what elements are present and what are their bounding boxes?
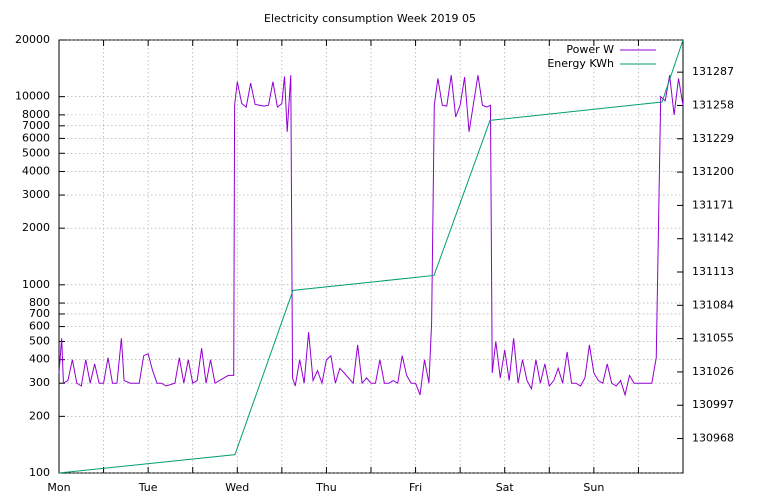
y2-tick-label: 131171 (692, 198, 734, 211)
y-tick-label: 700 (29, 307, 50, 320)
y2-tick-label: 130968 (692, 432, 734, 445)
x-tick-label: Sat (496, 481, 515, 494)
y2-tick-label: 131142 (692, 232, 734, 245)
legend-label: Energy KWh (547, 57, 614, 70)
y2-tick-label: 131026 (692, 365, 734, 378)
x-tick-label: Wed (225, 481, 249, 494)
y2-tick-label: 131229 (692, 132, 734, 145)
x-tick-label: Sun (583, 481, 604, 494)
y2-tick-label: 130997 (692, 398, 734, 411)
y2-tick-label: 131287 (692, 65, 734, 78)
y-tick-label: 6000 (22, 131, 50, 144)
y-tick-label: 800 (29, 296, 50, 309)
y-tick-label: 1000 (22, 278, 50, 291)
y-tick-label: 2000 (22, 221, 50, 234)
y2-tick-label: 131055 (692, 332, 734, 345)
series-line (58, 75, 684, 397)
y-tick-label: 7000 (22, 119, 50, 132)
y-tick-label: 200 (29, 409, 50, 422)
y-tick-label: 20000 (15, 33, 50, 46)
y-tick-label: 400 (29, 353, 50, 366)
legend-label: Power W (566, 43, 614, 56)
x-tick-label: Mon (47, 481, 70, 494)
y-tick-label: 5000 (22, 146, 50, 159)
y-tick-label: 4000 (22, 165, 50, 178)
y-tick-label: 3000 (22, 188, 50, 201)
series-line (58, 39, 684, 474)
y2-tick-label: 131113 (692, 265, 734, 278)
y-tick-label: 10000 (15, 90, 50, 103)
y-tick-label: 8000 (22, 108, 50, 121)
x-tick-label: Thu (315, 481, 337, 494)
y2-tick-label: 131084 (692, 298, 734, 311)
y-tick-label: 600 (29, 320, 50, 333)
y2-tick-label: 131258 (692, 98, 734, 111)
chart-title: Electricity consumption Week 2019 05 (264, 12, 476, 25)
x-tick-label: Fri (409, 481, 422, 494)
y-tick-label: 500 (29, 334, 50, 347)
y-tick-label: 300 (29, 376, 50, 389)
x-tick-label: Tue (138, 481, 158, 494)
y2-tick-label: 131200 (692, 165, 734, 178)
y-tick-label: 100 (29, 466, 50, 479)
